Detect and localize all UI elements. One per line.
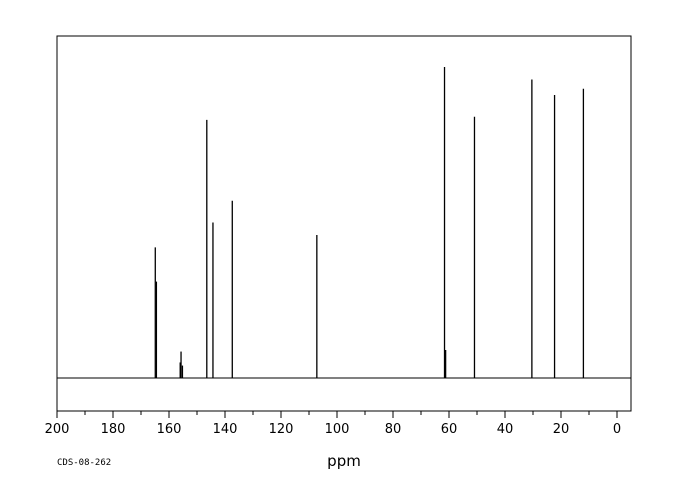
peaks-group: [154, 67, 585, 378]
x-tick-label-60: 60: [441, 422, 458, 437]
x-tick-label-0: 0: [613, 422, 621, 437]
plot-frame: [56, 35, 632, 412]
x-axis-tick-labels: 200 180 160 140 120 100 80 60 40 20 0: [45, 422, 622, 437]
x-tick-label-140: 140: [213, 422, 238, 437]
x-tick-label-120: 120: [269, 422, 294, 437]
x-axis-ticks: [56, 411, 618, 418]
x-tick-label-40: 40: [497, 422, 514, 437]
x-tick-label-80: 80: [385, 422, 402, 437]
x-axis-label: ppm: [327, 452, 361, 470]
spectrum-code: CDS-08-262: [57, 458, 111, 468]
x-tick-label-180: 180: [101, 422, 126, 437]
x-tick-label-100: 100: [325, 422, 350, 437]
x-tick-label-200: 200: [45, 422, 70, 437]
x-tick-label-160: 160: [157, 422, 182, 437]
x-tick-label-20: 20: [553, 422, 570, 437]
